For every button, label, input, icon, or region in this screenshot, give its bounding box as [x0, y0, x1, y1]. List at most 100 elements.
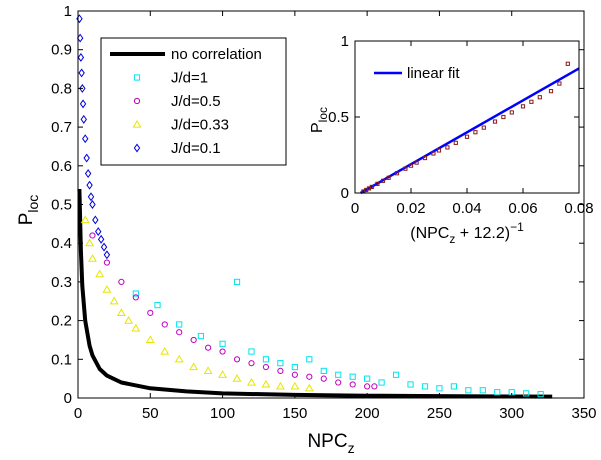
data-point-series-1 [431, 151, 436, 156]
data-point-series-1 [422, 155, 428, 161]
data-point-j-d-0-5 [205, 344, 212, 351]
data-point-series-1 [557, 81, 562, 86]
data-point-j-d-0-33 [247, 377, 256, 386]
data-point-j-d-1 [378, 379, 385, 386]
data-point-j-d-0-33 [290, 381, 300, 390]
data-point-series-1 [445, 145, 450, 150]
data-point-j-d-1 [233, 278, 241, 285]
data-point-j-d-1 [537, 391, 544, 398]
data-point-j-d-1 [219, 340, 226, 347]
data-point-j-d-0-33 [218, 370, 228, 378]
data-point-series-1 [414, 160, 419, 165]
data-point-j-d-0-1 [80, 114, 87, 124]
x-tick-label: 0.06 [508, 200, 537, 217]
y-tick-label: 0.3 [51, 274, 72, 291]
y-tick-label: 0.5 [51, 197, 72, 214]
data-point-j-d-0-5 [103, 259, 111, 266]
data-point-series-1 [394, 171, 400, 176]
data-point-series-1 [481, 125, 486, 130]
data-point-series-1 [565, 61, 570, 66]
main-ticks: 0 50 100 150 200 250 300 35000.10.20.30.40.50.6… [51, 3, 596, 422]
series-line-no-correlation [77, 188, 553, 399]
data-point-j-d-0-5 [291, 371, 298, 378]
legend-swatch-j-d-1 [133, 74, 141, 81]
data-point-j-d-0-33 [87, 254, 97, 262]
data-point-j-d-0-5 [219, 348, 226, 355]
x-tick-label: 0.08 [564, 200, 593, 217]
data-point-j-d-0-5 [320, 375, 327, 382]
data-point-j-d-1 [349, 373, 356, 380]
data-point-j-d-1 [523, 390, 530, 397]
data-point-j-d-1 [407, 381, 414, 388]
data-point-j-d-0-33 [124, 316, 134, 324]
y-tick-label: 0.6 [51, 158, 72, 175]
x-tick-label: 0.02 [396, 200, 425, 217]
data-point-series-1 [403, 166, 408, 171]
y-tick-label: 1 [64, 3, 72, 20]
data-point-j-d-1 [132, 290, 139, 297]
data-point-j-d-1 [436, 385, 443, 392]
x-tick-label: 0 [351, 200, 359, 217]
series-line-linear-fit [359, 67, 580, 195]
series-points-series-1 [361, 61, 570, 194]
data-point-j-d-1 [277, 360, 284, 367]
data-point-j-d-0-33 [261, 379, 271, 388]
series-points-j-d-0-33 [80, 215, 314, 392]
data-point-series-1 [375, 181, 380, 186]
y-tick-label: 0 [64, 390, 72, 407]
x-tick-label: 100 [210, 405, 235, 422]
legend-swatch-j-d-0-5 [133, 97, 141, 105]
y-tick-label: 1 [341, 33, 349, 50]
data-point-j-d-0-33 [232, 374, 242, 382]
main-plot: 0 50 100 150 200 250 300 35000.10.20.30.40.50.6… [51, 3, 596, 422]
data-point-j-d-1 [176, 321, 183, 328]
y-tick-label: 0.5 [328, 109, 349, 126]
x-tick-label: 50 [142, 405, 159, 422]
data-point-j-d-0-1 [86, 180, 93, 190]
data-point-series-1 [473, 130, 478, 135]
data-point-series-1 [453, 140, 458, 145]
data-point-j-d-1 [450, 383, 457, 390]
data-point-j-d-0-33 [116, 308, 126, 316]
data-point-j-d-0-5 [118, 278, 125, 285]
data-point-j-d-0-5 [335, 379, 342, 386]
legend-label-j-d-0-1: J/d=0.1 [171, 140, 221, 157]
data-point-j-d-0-33 [145, 335, 155, 344]
data-point-j-d-0-1 [89, 200, 96, 209]
data-point-j-d-0-5 [349, 381, 356, 388]
y-tick-label: 0.8 [51, 80, 72, 97]
inset-legend: linear fit [374, 65, 460, 82]
inset-x-axis-label: (NPCz + 12.2)−1 [410, 220, 524, 246]
data-point-j-d-1 [320, 367, 327, 375]
data-point-j-d-0-33 [174, 354, 184, 363]
data-point-j-d-0-1 [82, 134, 89, 144]
data-point-series-1 [380, 178, 386, 183]
x-tick-label: 0.04 [452, 200, 481, 217]
data-point-j-d-1 [306, 356, 313, 363]
data-point-j-d-1 [364, 375, 371, 382]
data-point-j-d-0-1 [84, 169, 92, 178]
main-legend: no correlation J/d=1 J/d=0.5 J/d=0.33 J/d=0.… [100, 37, 287, 166]
legend-swatch-j-d-0-33 [132, 119, 142, 128]
data-point-j-d-0-5 [371, 383, 378, 390]
x-tick-label: 300 [499, 405, 524, 422]
data-point-j-d-0-5 [161, 321, 168, 328]
x-tick-label: 250 [427, 405, 452, 422]
y-tick-label: 0 [341, 185, 349, 202]
data-point-j-d-0-33 [109, 296, 119, 305]
y-tick-label: 0.9 [51, 42, 72, 59]
data-point-j-d-0-33 [95, 269, 105, 278]
legend-label-j-d-0-5: J/d=0.5 [171, 93, 221, 110]
x-tick-label: 0 [74, 405, 82, 422]
y-tick-label: 0.2 [51, 313, 72, 330]
data-point-j-d-0-1 [100, 242, 108, 252]
data-point-j-d-1 [392, 371, 400, 378]
x-tick-label: 350 [571, 405, 596, 422]
data-point-series-1 [509, 110, 514, 115]
main-x-axis-label: NPCz [307, 431, 354, 456]
y-tick-label: 0.7 [51, 119, 72, 136]
data-point-series-1 [501, 114, 506, 120]
legend-swatch-j-d-0-1 [133, 143, 141, 153]
data-point-series-1 [529, 99, 534, 104]
